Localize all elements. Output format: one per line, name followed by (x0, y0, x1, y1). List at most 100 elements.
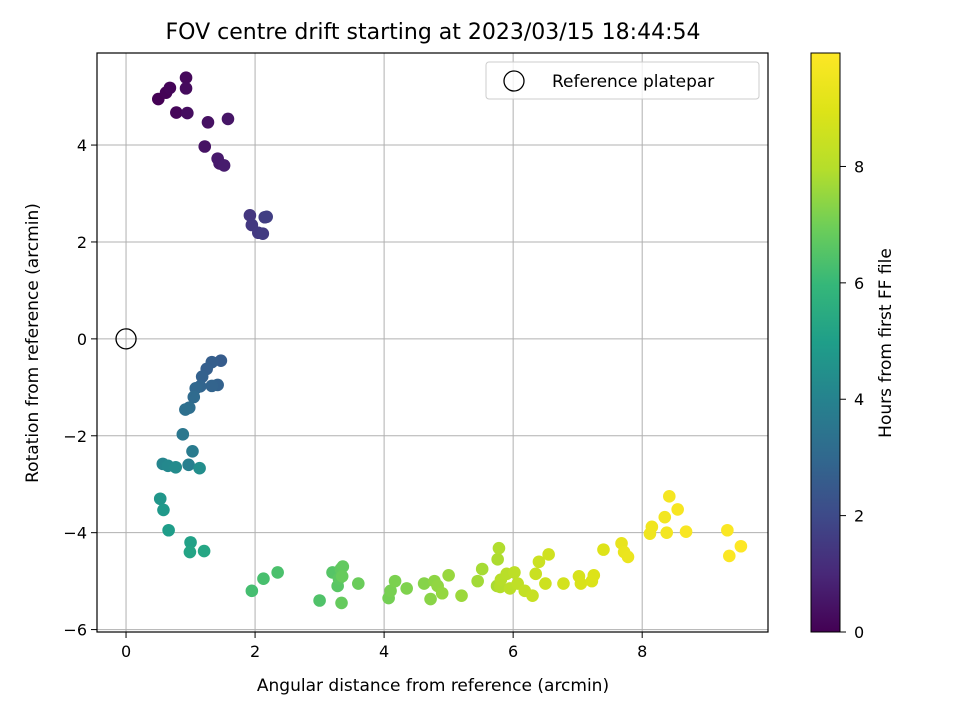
data-point (722, 549, 736, 563)
legend-reference-marker-icon (503, 70, 525, 92)
data-point (388, 574, 402, 588)
data-point (400, 582, 413, 595)
data-point (352, 577, 365, 590)
data-point (257, 572, 270, 586)
colorbar-tick-label: 8 (854, 157, 864, 176)
data-point (176, 428, 190, 441)
data-point (539, 577, 552, 590)
data-point (671, 503, 684, 516)
data-point (435, 586, 449, 600)
x-tick-label: 4 (379, 642, 389, 661)
data-point (170, 106, 183, 119)
colorbar-tick-label: 4 (854, 390, 864, 409)
legend-reference-label: Reference platepar (552, 72, 714, 92)
y-tick-label: 0 (77, 330, 87, 349)
data-point (184, 536, 197, 549)
data-point (169, 460, 183, 474)
data-point (557, 577, 570, 590)
data-point (492, 541, 506, 555)
data-point (201, 115, 215, 129)
data-point (542, 548, 555, 561)
data-point (313, 594, 326, 607)
grid (97, 53, 768, 632)
data-point (455, 589, 468, 602)
data-point (179, 71, 193, 85)
colorbar-ticks: 0 2 4 6 8 (840, 157, 864, 642)
colorbar-gradient (810, 52, 841, 633)
data-point (442, 569, 455, 582)
data-point (157, 503, 170, 517)
data-point (335, 596, 348, 610)
colorbar-tick-label: 6 (854, 274, 864, 293)
data-point (529, 567, 543, 581)
data-point (424, 592, 437, 606)
data-point (197, 544, 211, 558)
data-point (532, 555, 546, 569)
data-point (662, 490, 676, 503)
data-point (645, 520, 659, 534)
data-point (183, 545, 197, 559)
x-tick-label: 0 (121, 642, 131, 661)
data-point (260, 210, 273, 224)
data-point (179, 82, 193, 95)
data-point (195, 370, 209, 383)
y-tick-label: 2 (77, 233, 87, 252)
data-point (417, 577, 431, 590)
data-point (163, 81, 177, 95)
data-point (508, 566, 521, 579)
data-point (271, 566, 284, 579)
colorbar-tick-label: 0 (854, 623, 864, 642)
data-point (679, 525, 693, 539)
x-tick-label: 8 (637, 642, 647, 661)
data-point (198, 140, 212, 153)
data-point (182, 458, 195, 472)
x-axis-label: Angular distance from reference (arcmin) (257, 676, 609, 696)
data-point (221, 112, 235, 126)
x-tick-label: 2 (250, 642, 260, 661)
reference-marker-layer (115, 328, 137, 350)
data-point (526, 589, 539, 602)
data-point (181, 106, 194, 120)
data-point (335, 569, 349, 583)
data-point (205, 379, 219, 393)
plot-frame (96, 52, 769, 633)
chart-title: FOV centre drift starting at 2023/03/15 … (166, 20, 701, 45)
data-point (256, 227, 270, 241)
data-point (186, 444, 199, 458)
x-tick-label: 6 (508, 642, 518, 661)
data-point (574, 577, 588, 590)
data-point (587, 569, 601, 582)
data-point (179, 403, 192, 416)
y-axis-ticks: −6 −4 −2 0 2 4 (63, 136, 97, 640)
colorbar-label: Hours from first FF file (876, 248, 896, 438)
x-axis-ticks: 0 2 4 6 8 (121, 632, 647, 661)
data-point (734, 539, 748, 553)
data-point (660, 526, 674, 539)
data-point (336, 560, 350, 573)
data-point (217, 159, 231, 172)
legend-box (485, 61, 760, 100)
data-point (721, 523, 734, 537)
colorbar: 0 2 4 6 8 Hours from first FF file (810, 52, 896, 642)
data-point (475, 562, 489, 576)
reference-platepar-marker (115, 328, 137, 350)
data-point (187, 390, 201, 404)
data-point (471, 574, 484, 588)
data-point (658, 510, 672, 524)
y-tick-label: 4 (77, 136, 87, 155)
data-points (151, 71, 748, 610)
y-tick-label: −2 (63, 427, 87, 446)
data-point (245, 584, 259, 598)
y-tick-label: −6 (63, 621, 87, 640)
data-point (162, 523, 175, 537)
colorbar-tick-label: 2 (854, 507, 864, 526)
data-point (621, 550, 635, 564)
data-point (193, 461, 206, 475)
data-point (384, 584, 397, 598)
y-tick-label: −4 (63, 524, 87, 543)
data-point (597, 543, 610, 556)
data-point (491, 553, 504, 566)
legend: Reference platepar (485, 61, 760, 100)
data-point (153, 492, 167, 506)
